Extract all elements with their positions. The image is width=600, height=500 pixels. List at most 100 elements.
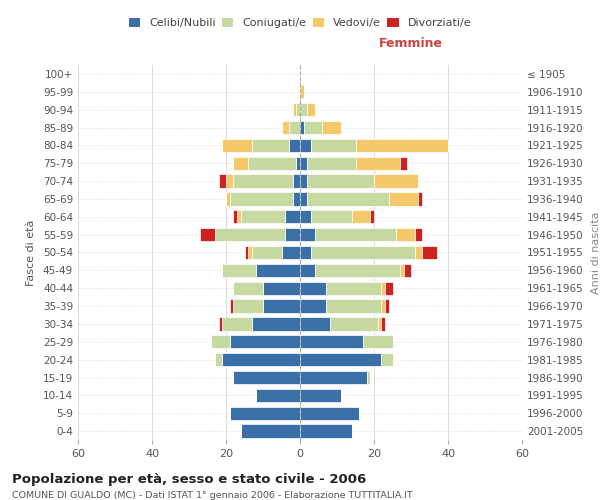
Bar [248, 246, 252, 259]
Bar [404, 264, 411, 277]
Text: COMUNE DI GUALDO (MC) - Dati ISTAT 1° gennaio 2006 - Elaborazione TUTTITALIA.IT: COMUNE DI GUALDO (MC) - Dati ISTAT 1° ge… [12, 491, 413, 500]
Bar [300, 264, 315, 277]
Bar [226, 192, 230, 205]
Bar [311, 138, 355, 152]
Bar [352, 210, 370, 224]
Bar [382, 282, 385, 295]
Bar [296, 156, 300, 170]
Bar [293, 103, 296, 117]
Bar [329, 317, 378, 330]
Bar [382, 300, 385, 313]
Bar [326, 282, 382, 295]
Bar [389, 192, 418, 205]
Bar [307, 174, 374, 188]
Bar [289, 138, 300, 152]
Bar [233, 300, 263, 313]
Bar [245, 246, 248, 259]
Bar [311, 210, 352, 224]
Bar [307, 156, 355, 170]
Bar [285, 228, 300, 241]
Bar [355, 138, 448, 152]
Text: Femmine: Femmine [379, 37, 443, 50]
Bar [300, 192, 307, 205]
Bar [396, 228, 415, 241]
Bar [218, 317, 223, 330]
Bar [248, 156, 296, 170]
Bar [293, 174, 300, 188]
Bar [263, 300, 300, 313]
Bar [200, 228, 215, 241]
Bar [382, 353, 392, 366]
Bar [300, 424, 352, 438]
Bar [223, 138, 252, 152]
Y-axis label: Fasce di età: Fasce di età [26, 220, 36, 286]
Bar [415, 228, 422, 241]
Bar [300, 353, 382, 366]
Bar [289, 121, 300, 134]
Bar [300, 246, 311, 259]
Bar [241, 424, 300, 438]
Bar [218, 174, 226, 188]
Bar [418, 192, 422, 205]
Bar [211, 335, 230, 348]
Text: Popolazione per età, sesso e stato civile - 2006: Popolazione per età, sesso e stato civil… [12, 472, 366, 486]
Bar [237, 210, 241, 224]
Legend: Celibi/Nubili, Coniugati/e, Vedovi/e, Divorziati/e: Celibi/Nubili, Coniugati/e, Vedovi/e, Di… [125, 14, 475, 32]
Bar [252, 138, 289, 152]
Bar [300, 103, 307, 117]
Bar [355, 156, 400, 170]
Bar [400, 264, 404, 277]
Bar [400, 156, 407, 170]
Bar [256, 264, 300, 277]
Bar [252, 246, 281, 259]
Bar [300, 406, 359, 420]
Bar [223, 264, 256, 277]
Bar [300, 156, 307, 170]
Bar [233, 156, 248, 170]
Bar [281, 121, 289, 134]
Bar [300, 85, 304, 98]
Bar [293, 192, 300, 205]
Bar [300, 388, 341, 402]
Bar [215, 353, 223, 366]
Bar [322, 121, 341, 134]
Bar [296, 103, 300, 117]
Y-axis label: Anni di nascita: Anni di nascita [590, 211, 600, 294]
Bar [215, 228, 285, 241]
Bar [233, 282, 263, 295]
Bar [233, 174, 293, 188]
Bar [263, 282, 300, 295]
Bar [223, 317, 252, 330]
Bar [370, 210, 374, 224]
Bar [300, 121, 304, 134]
Bar [233, 371, 300, 384]
Bar [382, 317, 385, 330]
Bar [311, 246, 415, 259]
Bar [422, 246, 437, 259]
Bar [307, 103, 315, 117]
Bar [315, 228, 396, 241]
Bar [363, 335, 392, 348]
Bar [315, 264, 400, 277]
Bar [326, 300, 382, 313]
Bar [241, 210, 285, 224]
Bar [300, 317, 329, 330]
Bar [300, 228, 315, 241]
Bar [385, 300, 389, 313]
Bar [226, 174, 233, 188]
Bar [300, 300, 326, 313]
Bar [285, 210, 300, 224]
Bar [374, 174, 418, 188]
Bar [304, 121, 322, 134]
Bar [230, 192, 293, 205]
Bar [230, 335, 300, 348]
Bar [300, 282, 326, 295]
Bar [300, 210, 311, 224]
Bar [367, 371, 370, 384]
Bar [307, 192, 389, 205]
Bar [385, 282, 392, 295]
Bar [281, 246, 300, 259]
Bar [415, 246, 422, 259]
Bar [230, 406, 300, 420]
Bar [378, 317, 382, 330]
